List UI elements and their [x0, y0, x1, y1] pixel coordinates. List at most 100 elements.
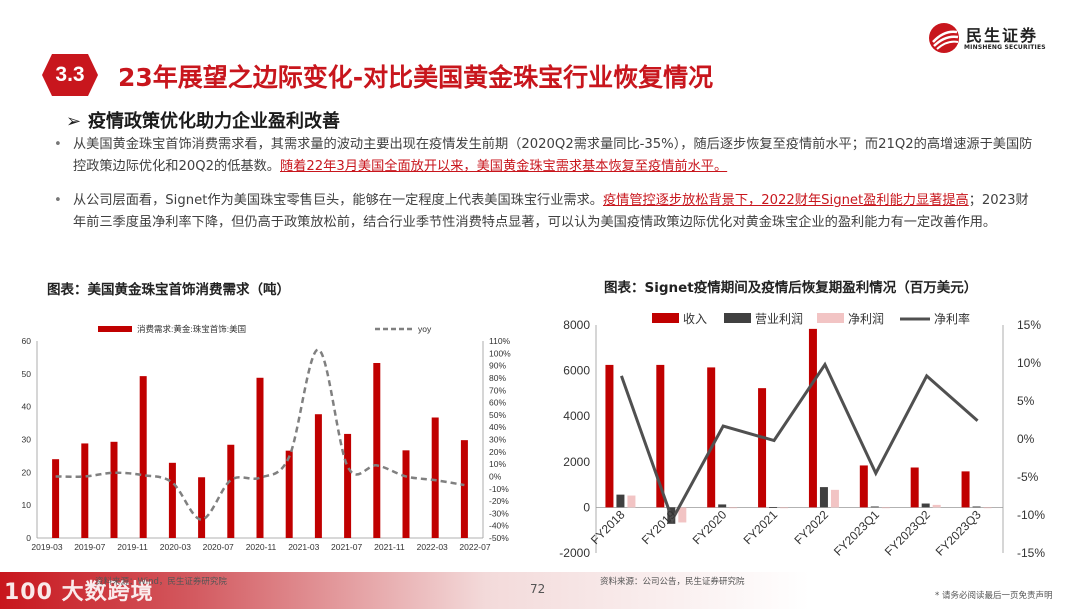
bar-demand	[460, 440, 468, 538]
bar-demand	[81, 443, 89, 538]
x-tick-label: 2021-03	[288, 542, 319, 552]
arrow-bullet-icon: ➢	[66, 111, 82, 132]
y-right-tick-label: 15%	[1017, 318, 1041, 332]
x-tick-label: 2019-03	[31, 542, 62, 552]
hexagon-badge-icon	[42, 54, 98, 96]
x-tick-label: FY2018	[588, 507, 628, 547]
legend-label: 收入	[683, 312, 707, 326]
x-tick-label: 2020-11	[246, 542, 277, 552]
bar-net-profit	[627, 495, 636, 508]
source-left: 资料来源：Wind，民生证券研究院	[95, 577, 227, 587]
y-left-tick-label: 4000	[563, 409, 590, 423]
y-right-tick-label: -20%	[489, 496, 509, 506]
x-tick-label: FY2020	[690, 507, 730, 547]
bar-demand	[431, 417, 439, 538]
x-tick-label: 2020-03	[160, 542, 191, 552]
y-right-tick-label: 20%	[489, 447, 506, 457]
y-right-tick-label: -10%	[489, 484, 509, 494]
y-right-tick-label: 80%	[489, 373, 506, 383]
bullet-paragraph-2: • 从公司层面看，Signet作为美国珠宝零售巨头，能够在一定程度上代表美国珠宝…	[54, 190, 1033, 234]
bullet-paragraph-1: • 从美国黄金珠宝首饰消费需求看，其需求量的波动主要出现在疫情发生前期（2020…	[54, 134, 1033, 178]
bar-operating-profit	[921, 503, 930, 508]
bar-revenue	[707, 367, 716, 508]
y-right-tick-label: 5%	[1017, 394, 1035, 408]
bar-demand	[168, 462, 176, 538]
y-right-tick-label: -30%	[489, 508, 509, 518]
source-right: 资料来源：公司公告，民生证券研究院	[600, 577, 745, 587]
page-number: 72	[530, 582, 546, 596]
bar-demand	[52, 459, 60, 538]
signet-profit-chart: 收入 营业利润 净利润 净利率 8000 6000 4000 2000 0 -2000 15% 10%…	[559, 311, 1045, 560]
bar-net-profit	[729, 507, 738, 509]
chart-1-title: 图表：美国黄金珠宝首饰消费需求（吨）	[47, 282, 290, 298]
y-left-tick-label: -2000	[559, 546, 590, 560]
y-right-tick-label: 100%	[489, 348, 511, 358]
y-right-tick-label: 10%	[489, 459, 506, 469]
legend-label-demand: 消费需求:黄金:珠宝首饰:美国	[137, 324, 246, 334]
y-right-tick-label: 50%	[489, 410, 506, 420]
bar-net-profit	[678, 507, 687, 523]
x-tick-label: FY2023Q2	[882, 507, 933, 558]
bullet-1-highlight: 随着22年3月美国全面放开以来，美国黄金珠宝需求基本恢复至疫情前水平。	[280, 159, 728, 174]
bar-revenue	[758, 388, 767, 508]
section-number: 3.3	[55, 63, 85, 86]
x-tick-label: FY2022	[791, 507, 831, 547]
page-title: 23年展望之边际变化-对比美国黄金珠宝行业恢复情况	[118, 63, 714, 92]
y-right-tick-label: -15%	[1017, 546, 1045, 560]
legend-label: 净利率	[934, 311, 970, 326]
y-right-tick-label: 40%	[489, 422, 506, 432]
x-tick-label: 2020-07	[203, 542, 234, 552]
y-left-tick-label: 8000	[563, 318, 590, 332]
section-badge: 3.3	[42, 54, 98, 96]
disclaimer: * 请务必阅读最后一页免责声明	[935, 591, 1053, 601]
bar-demand	[139, 376, 147, 538]
x-tick-label: 2021-11	[374, 542, 405, 552]
x-tick-label: 2019-07	[74, 542, 105, 552]
bar-revenue	[605, 364, 614, 508]
bullet-2-tail: ；2023财年前三季度虽净利率下降，但仍高于政策放松前，结合行业季节性消费特点显…	[73, 193, 1029, 230]
gold-jewelry-demand-chart: 消费需求:黄金:珠宝首饰:美国 yoy 0 10 20 30 40 50 60 110% 100% 9…	[22, 324, 512, 552]
y-right-tick-label: 10%	[1017, 356, 1041, 370]
bar-net-profit	[830, 489, 839, 508]
bar-operating-profit	[616, 494, 625, 508]
y-right-tick-label: -5%	[1017, 470, 1039, 484]
bar-demand	[285, 450, 293, 538]
y-left-tick-label: 6000	[563, 364, 590, 378]
legend-swatch	[724, 313, 751, 323]
legend-label: 营业利润	[755, 312, 803, 326]
y-left-tick-label: 30	[22, 435, 32, 445]
y-right-tick-label: -40%	[489, 521, 509, 531]
y-left-tick-label: 50	[22, 369, 32, 379]
brand-name: 民生证券	[966, 26, 1039, 45]
y-right-tick-label: 0%	[1017, 432, 1035, 446]
bar-operating-profit	[769, 507, 778, 508]
line-yoy	[55, 348, 465, 521]
bullet-2-highlight: 疫情管控逐步放松背景下，2022财年Signet盈利能力显著提高	[602, 193, 969, 208]
y-right-tick-label: 0%	[489, 471, 502, 481]
bar-revenue	[910, 467, 919, 508]
bullet-1-text: 从美国黄金珠宝首饰消费需求看，其需求量的波动主要出现在疫情发生前期（2020Q2…	[73, 137, 1033, 174]
x-tick-label: 2021-07	[331, 542, 362, 552]
x-tick-label: 2022-07	[459, 542, 490, 552]
x-tick-label: 2022-03	[417, 542, 448, 552]
legend-swatch-demand	[98, 326, 132, 332]
minsheng-logo-icon	[929, 23, 959, 53]
bar-net-profit	[881, 507, 890, 509]
x-tick-label: FY2019	[639, 507, 679, 547]
bar-net-profit	[932, 504, 941, 508]
y-left-tick-label: 60	[22, 336, 32, 346]
minsheng-logo: 民生证券 MINSHENG SECURITIES	[928, 22, 1058, 56]
bar-net-profit	[983, 507, 992, 509]
y-right-tick-label: 30%	[489, 435, 506, 445]
legend-label: 净利润	[848, 312, 884, 326]
chart-2-title: 图表：Signet疫情期间及疫情后恢复期盈利情况（百万美元）	[604, 280, 978, 296]
bar-demand	[402, 450, 410, 538]
bar-demand	[198, 477, 206, 538]
brand-name-en: MINSHENG SECURITIES	[964, 44, 1046, 51]
y-left-tick-label: 0	[583, 500, 590, 514]
bullet-2-text: 从公司层面看，Signet作为美国珠宝零售巨头，能够在一定程度上代表美国珠宝行业…	[73, 193, 603, 208]
bar-revenue	[808, 328, 817, 508]
y-left-tick-label: 10	[22, 500, 32, 510]
y-right-tick-label: 110%	[489, 336, 511, 346]
legend-label-yoy: yoy	[418, 324, 432, 334]
